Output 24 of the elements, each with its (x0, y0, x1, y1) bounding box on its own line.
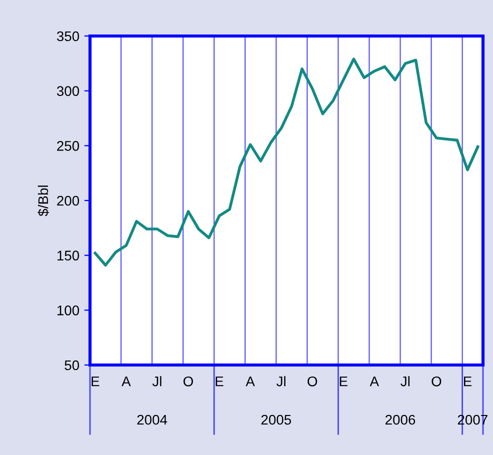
x-tick-label: O (432, 376, 442, 386)
x-tick-label: A (370, 376, 380, 386)
x-tick-label: E (464, 376, 472, 386)
x-tick-label: A (246, 376, 255, 386)
y-tick-label: 100 (57, 306, 80, 316)
text: 2005 (261, 414, 292, 425)
x-tick-label: E (92, 376, 100, 386)
y-tick-label: 50 (64, 360, 80, 370)
y-tick-label: 300 (56, 86, 80, 96)
y-tick-label: 200 (57, 196, 80, 206)
y-tick-label: 150 (57, 250, 80, 261)
x-tick-label: Jl (400, 376, 410, 386)
x-tick-label: Jl (152, 376, 162, 386)
x-tick-label: A (122, 376, 131, 386)
x-tick-label: O (184, 376, 193, 386)
y-axis-title: $/Bbl (38, 186, 49, 216)
x-tick-label: E (340, 376, 348, 386)
x-tick-label: O (308, 376, 318, 386)
y-tick-label: 250 (57, 141, 80, 151)
y-tick-label: 350 (56, 31, 80, 42)
text: 2006 (386, 414, 416, 425)
text: 2004 (137, 414, 168, 425)
x-tick-label: E (216, 376, 224, 386)
x-tick-label: Jl (276, 376, 286, 386)
